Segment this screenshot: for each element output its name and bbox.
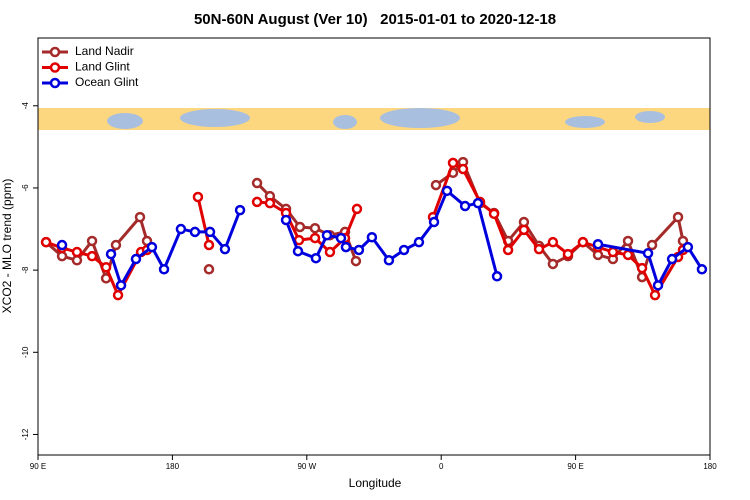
point [280, 214, 292, 226]
point [649, 289, 661, 301]
chart-title: 50N-60N August (Ver 10) 2015-01-01 to 20… [194, 11, 556, 28]
point [447, 157, 459, 169]
point [666, 253, 678, 265]
point [335, 232, 347, 244]
plot-frame [37, 37, 711, 456]
point [366, 232, 378, 243]
legend-marker [49, 62, 61, 73]
point [309, 222, 321, 234]
point [459, 200, 471, 212]
y-tick-label: -10 [21, 346, 30, 358]
point [636, 262, 648, 274]
legend-label: Land Glint [75, 60, 130, 74]
point [353, 244, 365, 256]
point [203, 239, 215, 251]
map-band [38, 108, 710, 130]
x-tick-label: 0 [439, 462, 444, 471]
x-tick-label: 90 E [30, 462, 46, 471]
point [533, 243, 545, 255]
point [264, 197, 276, 209]
legend-label: Ocean Glint [75, 75, 139, 89]
legend-label: Land Nadir [75, 44, 134, 58]
point [491, 271, 503, 282]
point [309, 232, 321, 244]
y-tick-label: -12 [21, 428, 30, 440]
point [622, 235, 634, 247]
x-tick-label: 90 E [567, 462, 583, 471]
point [175, 223, 187, 235]
point [622, 249, 634, 261]
x-tick-label: 180 [703, 462, 717, 471]
point [115, 280, 127, 291]
legend-marker [49, 46, 61, 58]
point [457, 163, 469, 175]
point [321, 229, 333, 241]
point [71, 246, 83, 258]
point [488, 208, 500, 220]
point [502, 244, 514, 256]
point [105, 248, 117, 260]
point [592, 238, 604, 250]
point [472, 197, 484, 209]
point [577, 236, 589, 248]
point [158, 264, 170, 275]
point [86, 250, 98, 262]
point [112, 289, 124, 301]
point [518, 224, 530, 236]
point [383, 255, 395, 266]
point [292, 245, 304, 257]
point [413, 236, 425, 248]
series-line [45, 160, 685, 299]
point [646, 239, 658, 251]
x-tick-label: 180 [166, 462, 180, 471]
point [294, 221, 306, 233]
point [642, 248, 654, 259]
point [189, 226, 201, 238]
point [234, 204, 246, 216]
point [134, 211, 146, 223]
point [682, 241, 694, 253]
point [652, 280, 664, 291]
y-tick-label: -4 [21, 102, 30, 110]
point [192, 191, 204, 203]
point [672, 211, 684, 223]
point [56, 250, 68, 262]
point [40, 236, 52, 248]
point [607, 246, 619, 258]
point [351, 203, 363, 215]
point [547, 236, 559, 248]
point [441, 185, 453, 197]
point [251, 196, 263, 208]
legend-marker [49, 77, 61, 89]
point [430, 179, 442, 191]
point [350, 255, 362, 267]
point [340, 241, 352, 253]
point [86, 235, 98, 247]
point [56, 239, 68, 251]
point [696, 264, 708, 275]
x-axis-label: Longitude [349, 476, 402, 490]
point [130, 253, 142, 265]
point [324, 246, 336, 258]
y-tick-label: -8 [21, 266, 30, 274]
point [428, 216, 440, 228]
point [398, 244, 410, 256]
point [562, 248, 574, 260]
point [100, 261, 112, 273]
point [71, 255, 83, 266]
point [204, 226, 216, 238]
point [110, 239, 122, 251]
point [203, 264, 215, 275]
y-tick-label: -6 [21, 184, 30, 192]
y-axis-label: XCO2 - MLO trend (ppm) [0, 179, 14, 314]
x-tick-label: 90 W [297, 462, 316, 471]
point [219, 243, 231, 255]
point [251, 177, 263, 189]
point [310, 252, 322, 264]
point [146, 241, 158, 253]
point [547, 258, 559, 270]
